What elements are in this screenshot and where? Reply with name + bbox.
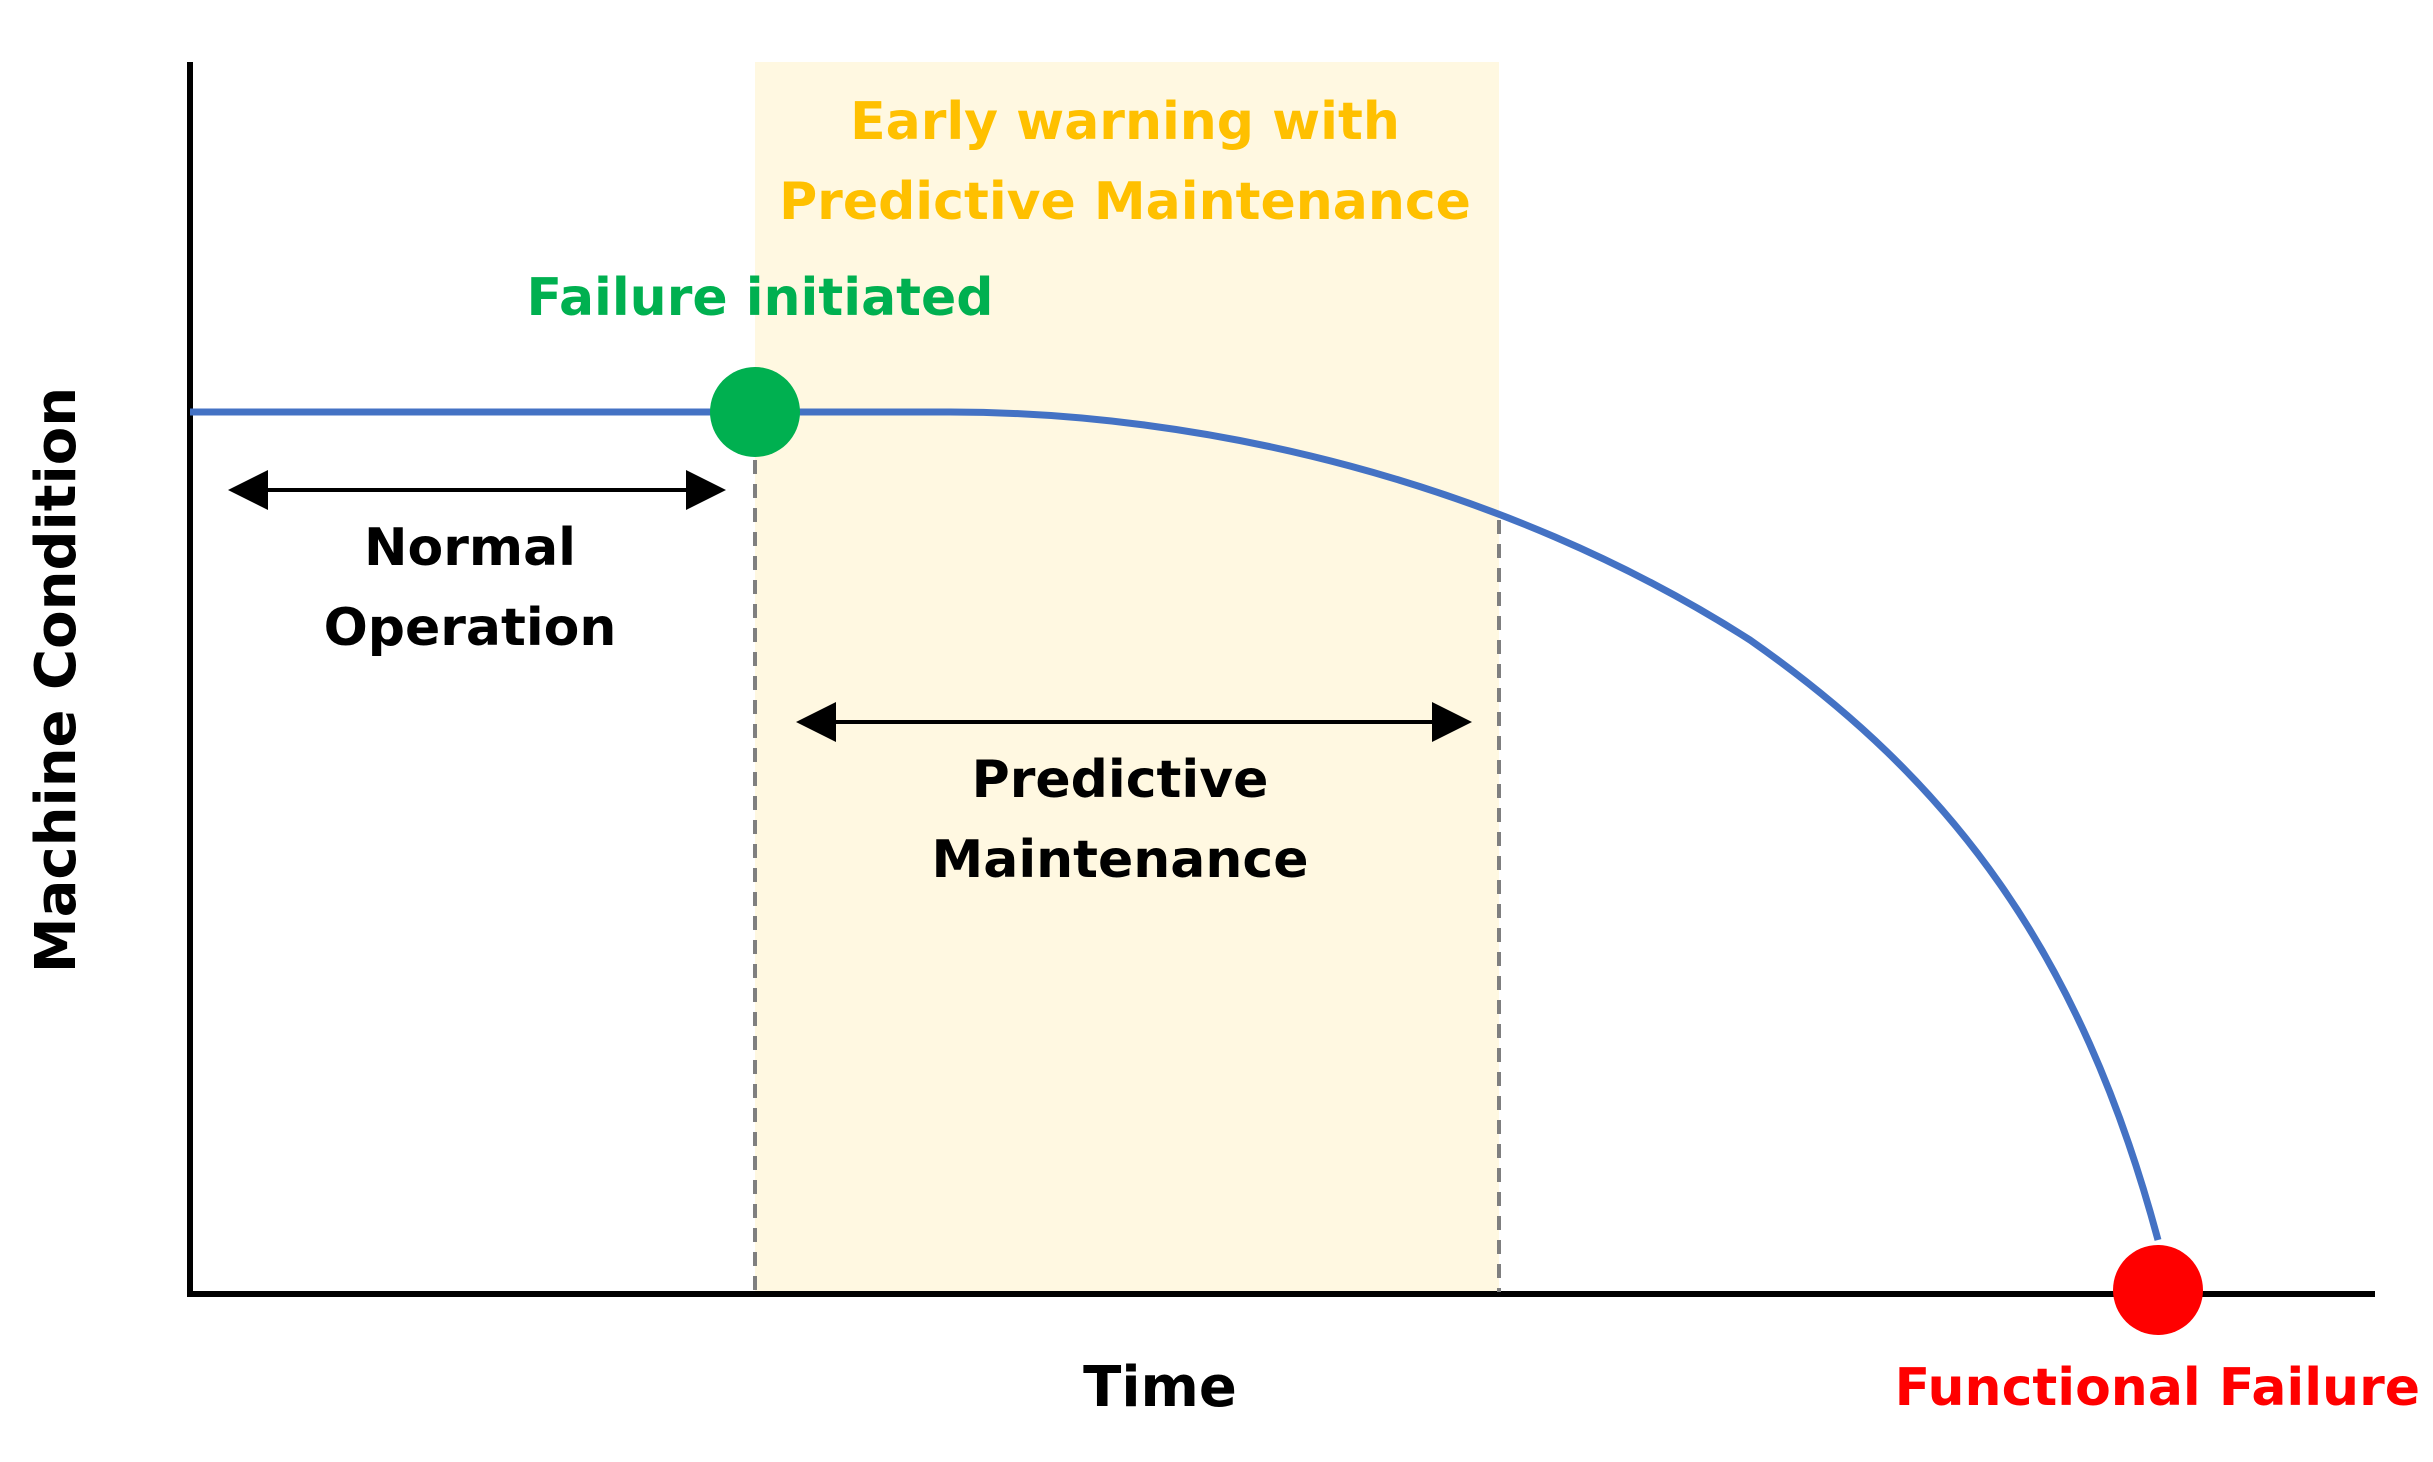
early-warning-line1: Early warning with bbox=[850, 92, 1400, 152]
predictive-line1: Predictive bbox=[971, 750, 1269, 810]
y-axis-label: Machine Condition bbox=[24, 386, 89, 974]
failure-initiated-point bbox=[710, 367, 800, 457]
normal-operation-label: Normal Operation bbox=[270, 508, 670, 668]
predictive-maintenance-label: Predictive Maintenance bbox=[870, 740, 1370, 900]
normal-line1: Normal bbox=[364, 518, 576, 578]
normal-line2: Operation bbox=[323, 598, 617, 658]
early-warning-line2: Predictive Maintenance bbox=[779, 172, 1471, 232]
functional-failure-point bbox=[2113, 1245, 2203, 1335]
failure-initiated-label: Failure initiated bbox=[526, 268, 994, 328]
predictive-line2: Maintenance bbox=[931, 830, 1309, 890]
functional-failure-label: Functional Failure bbox=[1894, 1358, 2420, 1418]
machine-condition-curve bbox=[190, 408, 2162, 1241]
early-warning-band bbox=[755, 62, 1499, 1294]
x-axis-label: Time bbox=[1083, 1355, 1237, 1420]
early-warning-label: Early warning with Predictive Maintenanc… bbox=[700, 82, 1550, 242]
